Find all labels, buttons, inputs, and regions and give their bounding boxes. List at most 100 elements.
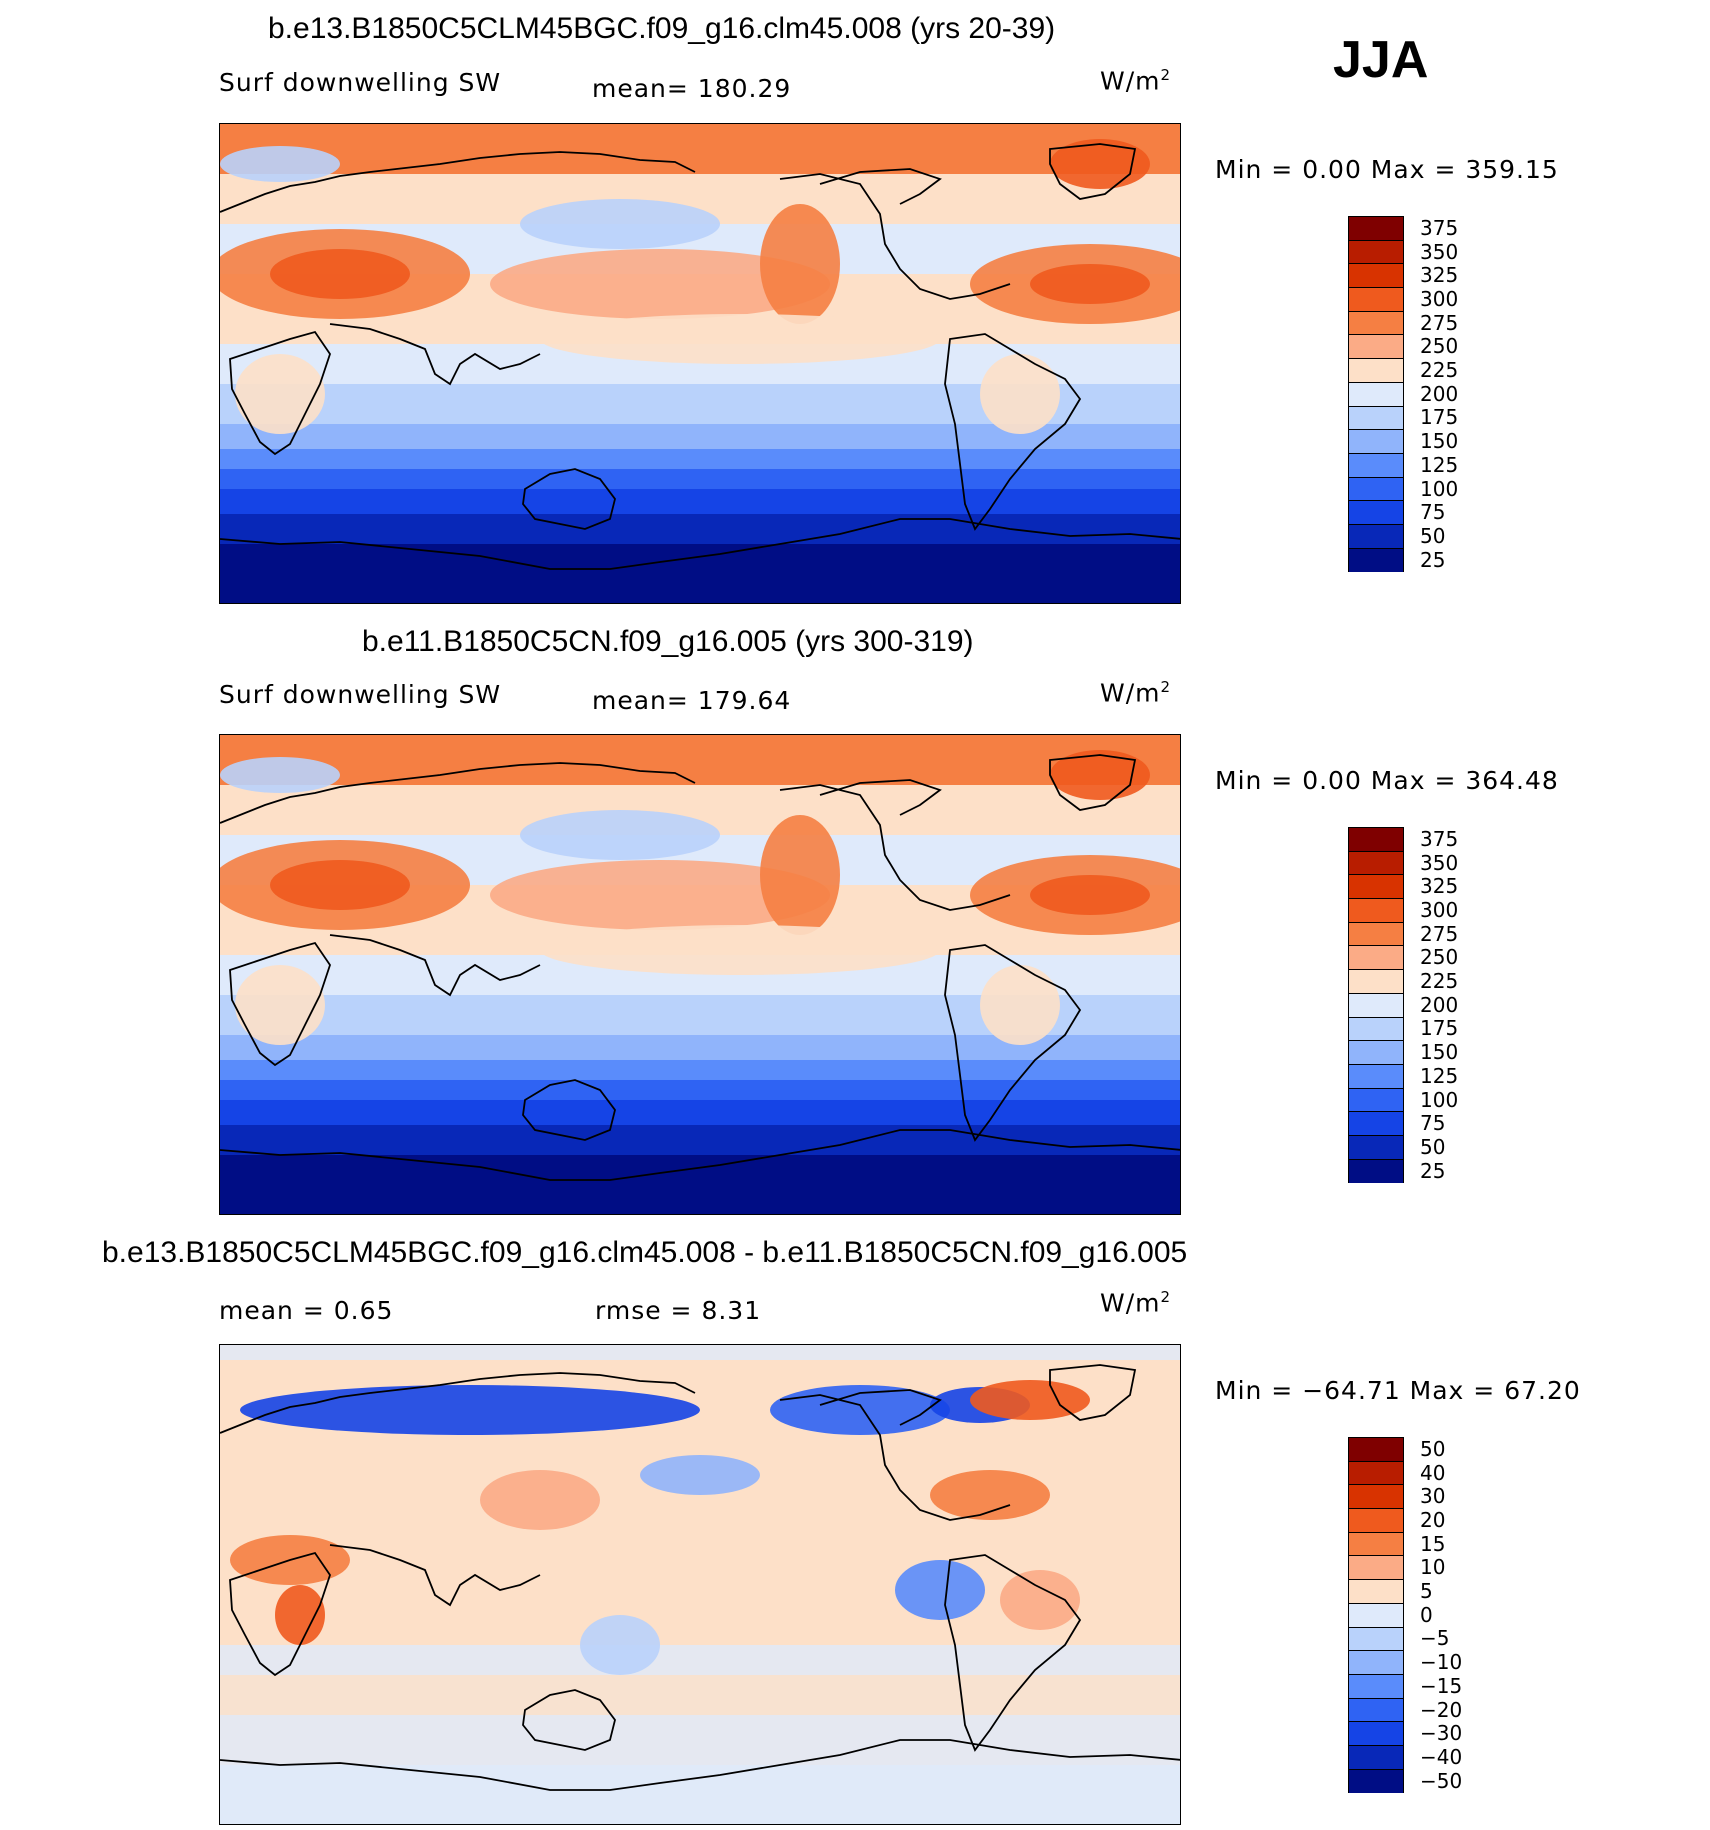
colorbar-tick-label: 50 bbox=[1420, 1436, 1446, 1461]
colorbar-segment bbox=[1349, 851, 1403, 876]
colorbar-tick-label: 325 bbox=[1420, 874, 1459, 899]
colorbar-segment bbox=[1349, 1745, 1403, 1770]
colorbar-segment bbox=[1349, 1461, 1403, 1486]
panel-1-variable: Surf downwelling SW bbox=[219, 68, 502, 97]
colorbar-segment bbox=[1349, 946, 1403, 971]
colorbar-segment bbox=[1349, 993, 1403, 1018]
panel-3-title: b.e13.B1850C5CLM45BGC.f09_g16.clm45.008 … bbox=[102, 1236, 1188, 1269]
colorbar-segment bbox=[1349, 1627, 1403, 1652]
colorbar-segment bbox=[1349, 335, 1403, 360]
colorbar-segment bbox=[1349, 1017, 1403, 1042]
colorbar-tick-label: 125 bbox=[1420, 452, 1459, 477]
colorbar-tick-label: 10 bbox=[1420, 1555, 1446, 1580]
colorbar-tick-label: 125 bbox=[1420, 1063, 1459, 1088]
colorbar-tick-label: 350 bbox=[1420, 239, 1459, 264]
colorbar-segment bbox=[1349, 1088, 1403, 1113]
colorbar-tick-label: 40 bbox=[1420, 1460, 1446, 1485]
colorbar-segment bbox=[1349, 1159, 1403, 1184]
panel-3-minmax: Min = −64.71 Max = 67.20 bbox=[1215, 1376, 1581, 1405]
colorbar-tick-label: 150 bbox=[1420, 1040, 1459, 1065]
colorbar-tick-label: −5 bbox=[1420, 1626, 1450, 1651]
season-label: JJA bbox=[1333, 31, 1429, 89]
colorbar-tick-label: 30 bbox=[1420, 1484, 1446, 1509]
colorbar-tick-label: −40 bbox=[1420, 1744, 1463, 1769]
colorbar-segment bbox=[1349, 1674, 1403, 1699]
panel-3-rmse: rmse = 8.31 bbox=[595, 1296, 762, 1325]
panel-2-variable: Surf downwelling SW bbox=[219, 680, 502, 709]
colorbar-segment bbox=[1349, 1698, 1403, 1723]
colorbar-tick-label: 225 bbox=[1420, 969, 1459, 994]
colorbar-tick-label: 250 bbox=[1420, 945, 1459, 970]
colorbar-segment bbox=[1349, 970, 1403, 994]
colorbar-tick-label: 100 bbox=[1420, 1087, 1459, 1112]
colorbar-segment bbox=[1349, 899, 1403, 923]
panel-2-minmax: Min = 0.00 Max = 364.48 bbox=[1215, 766, 1559, 795]
panel-3-mean: mean = 0.65 bbox=[219, 1296, 394, 1325]
colorbar-tick-label: −15 bbox=[1420, 1673, 1463, 1698]
colorbar-tick-label: 375 bbox=[1420, 826, 1459, 851]
colorbar-tick-label: −20 bbox=[1420, 1697, 1463, 1722]
colorbar-segment bbox=[1349, 1041, 1403, 1065]
colorbar-segment bbox=[1349, 1112, 1403, 1136]
colorbar-tick-label: 175 bbox=[1420, 405, 1459, 430]
colorbar-box bbox=[1348, 1437, 1404, 1794]
colorbar-tick-label: 300 bbox=[1420, 286, 1459, 311]
colorbar-segment bbox=[1349, 1532, 1403, 1557]
panel-2-map-field bbox=[220, 735, 1180, 1214]
colorbar-segment bbox=[1349, 264, 1403, 289]
colorbar-segment bbox=[1349, 501, 1403, 525]
panel-1-title: b.e13.B1850C5CLM45BGC.f09_g16.clm45.008 … bbox=[268, 12, 1056, 45]
colorbar-segment bbox=[1349, 1438, 1403, 1462]
colorbar-tick-label: 375 bbox=[1420, 215, 1459, 240]
colorbar-segment bbox=[1349, 828, 1403, 852]
colorbar-segment bbox=[1349, 311, 1403, 336]
panel-1-map bbox=[219, 123, 1181, 604]
colorbar-segment bbox=[1349, 1580, 1403, 1604]
colorbar-tick-label: −10 bbox=[1420, 1650, 1463, 1675]
panel-1-mean: mean= 180.29 bbox=[592, 74, 792, 103]
colorbar-tick-label: 300 bbox=[1420, 897, 1459, 922]
colorbar-tick-label: 100 bbox=[1420, 476, 1459, 501]
colorbar-segment bbox=[1349, 548, 1403, 573]
colorbar-tick-label: 50 bbox=[1420, 523, 1446, 548]
colorbar-tick-label: −30 bbox=[1420, 1721, 1463, 1746]
colorbar-segment bbox=[1349, 922, 1403, 947]
colorbar-segment bbox=[1349, 406, 1403, 431]
colorbar-tick-label: 75 bbox=[1420, 1111, 1446, 1136]
panel-2-map bbox=[219, 734, 1181, 1215]
colorbar-tick-label: 150 bbox=[1420, 429, 1459, 454]
panel-2-units: W/m2 bbox=[1100, 678, 1172, 708]
colorbar-segment bbox=[1349, 359, 1403, 383]
colorbar-tick-label: 275 bbox=[1420, 310, 1459, 335]
colorbar-tick-label: 25 bbox=[1420, 547, 1446, 572]
colorbar-tick-label: 200 bbox=[1420, 992, 1459, 1017]
colorbar-segment bbox=[1349, 382, 1403, 407]
panel-2-mean: mean= 179.64 bbox=[592, 686, 792, 715]
colorbar-box bbox=[1348, 216, 1404, 573]
panel-1-map-field bbox=[220, 124, 1180, 603]
colorbar-segment bbox=[1349, 1509, 1403, 1533]
panel-1-units: W/m2 bbox=[1100, 66, 1172, 96]
colorbar-segment bbox=[1349, 875, 1403, 900]
colorbar-segment bbox=[1349, 1722, 1403, 1746]
colorbar-segment bbox=[1349, 453, 1403, 478]
colorbar-tick-label: 175 bbox=[1420, 1016, 1459, 1041]
colorbar-tick-label: −50 bbox=[1420, 1768, 1463, 1793]
colorbar-segment bbox=[1349, 1603, 1403, 1628]
colorbar-segment bbox=[1349, 524, 1403, 549]
colorbar-segment bbox=[1349, 430, 1403, 454]
colorbar-segment bbox=[1349, 288, 1403, 312]
colorbar-segment bbox=[1349, 217, 1403, 241]
colorbar-segment bbox=[1349, 1769, 1403, 1794]
colorbar-tick-label: 75 bbox=[1420, 500, 1446, 525]
colorbar-box bbox=[1348, 827, 1404, 1184]
colorbar-tick-label: 325 bbox=[1420, 263, 1459, 288]
colorbar-tick-label: 350 bbox=[1420, 850, 1459, 875]
colorbar-segment bbox=[1349, 1556, 1403, 1581]
colorbar-tick-label: 15 bbox=[1420, 1531, 1446, 1556]
colorbar-tick-label: 0 bbox=[1420, 1602, 1433, 1627]
panel-3-map-field bbox=[220, 1345, 1180, 1824]
colorbar-tick-label: 200 bbox=[1420, 381, 1459, 406]
colorbar-segment bbox=[1349, 240, 1403, 265]
colorbar-tick-label: 275 bbox=[1420, 921, 1459, 946]
